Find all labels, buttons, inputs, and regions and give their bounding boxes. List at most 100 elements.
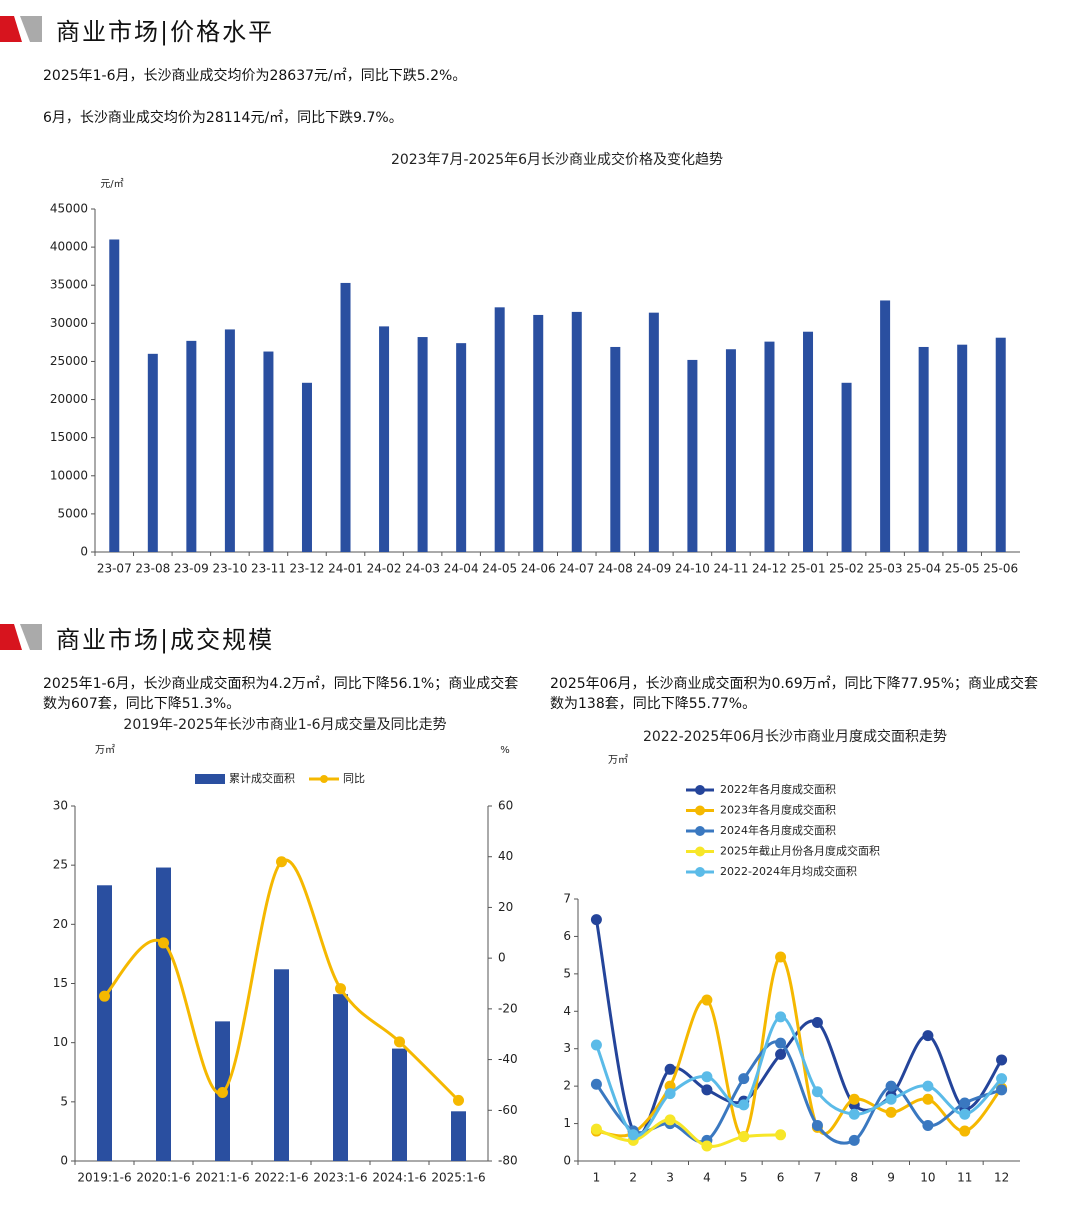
point xyxy=(959,1125,971,1137)
x-tick-label: 2023:1-6 xyxy=(313,1171,367,1185)
y-tick-label: 0 xyxy=(60,1154,68,1168)
bar xyxy=(451,1111,466,1161)
point xyxy=(664,1114,676,1126)
x-tick-label: 8 xyxy=(850,1171,858,1185)
bar xyxy=(648,312,659,552)
point xyxy=(664,1063,676,1075)
x-tick-label: 2020:1-6 xyxy=(136,1171,190,1185)
point xyxy=(775,951,787,963)
header-icon xyxy=(20,16,42,42)
paragraph: 2025年1-6月，长沙商业成交面积为4.2万㎡，同比下降56.1%；商业成交套… xyxy=(43,676,519,712)
axis-unit: % xyxy=(500,745,510,756)
point xyxy=(158,937,169,949)
legend-swatch xyxy=(695,846,705,857)
point xyxy=(885,1106,897,1118)
paragraph: 6月，长沙商业成交均价为28114元/㎡，同比下跌9.7%。 xyxy=(43,110,403,126)
y-tick-label: 20 xyxy=(53,917,68,931)
bar xyxy=(533,314,544,552)
x-tick-label: 23-07 xyxy=(97,562,132,576)
x-tick-label: 25-01 xyxy=(791,562,826,576)
legend-swatch xyxy=(695,805,705,816)
point xyxy=(453,1094,464,1106)
point xyxy=(922,1119,934,1131)
x-tick-label: 25-06 xyxy=(983,562,1018,576)
point xyxy=(811,1119,823,1131)
legend-label: 2022-2024年月均成交面积 xyxy=(720,864,857,878)
y-tick-label: 5 xyxy=(563,966,571,980)
y-tick-label: 5000 xyxy=(57,506,88,520)
bar xyxy=(841,382,852,552)
bar xyxy=(263,351,274,552)
x-tick-label: 3 xyxy=(666,1171,674,1185)
x-tick-label: 23-11 xyxy=(251,562,286,576)
legend-swatch xyxy=(695,867,705,877)
bar xyxy=(803,331,814,552)
y-tick-label: 45000 xyxy=(50,202,88,216)
x-tick-label: 24-04 xyxy=(444,562,479,576)
x-tick-label: 24-08 xyxy=(598,562,633,576)
x-tick-label: 1 xyxy=(593,1171,601,1185)
legend-swatch xyxy=(695,826,705,836)
point xyxy=(922,1093,934,1105)
point xyxy=(885,1093,897,1105)
x-tick-label: 24-03 xyxy=(405,562,440,576)
point xyxy=(217,1087,228,1099)
axis-unit: 万㎡ xyxy=(608,754,628,766)
y2-tick-label: -60 xyxy=(498,1103,518,1117)
y2-tick-label: 40 xyxy=(498,849,513,863)
header-icon xyxy=(0,16,22,42)
y-tick-label: 3 xyxy=(563,1041,571,1055)
point xyxy=(335,983,346,995)
bar xyxy=(274,969,289,1161)
point xyxy=(848,1134,860,1146)
x-tick-label: 9 xyxy=(887,1171,895,1185)
x-tick-label: 2 xyxy=(629,1171,637,1185)
point xyxy=(590,1123,602,1135)
y2-tick-label: 60 xyxy=(498,799,513,813)
header-icon xyxy=(20,624,42,650)
y-tick-label: 7 xyxy=(563,892,571,906)
point xyxy=(848,1093,860,1105)
axis-unit: 万㎡ xyxy=(95,744,115,756)
bar xyxy=(109,239,120,552)
point xyxy=(996,1084,1008,1096)
x-tick-label: 24-02 xyxy=(367,562,402,576)
paragraph: 2025年1-6月，长沙商业成交均价为28637元/㎡，同比下跌5.2%。 xyxy=(43,68,467,84)
chart-title: 2023年7月-2025年6月长沙商业成交价格及变化趋势 xyxy=(391,151,723,168)
y-tick-label: 10000 xyxy=(50,468,88,482)
y-tick-label: 2 xyxy=(563,1079,571,1093)
point xyxy=(701,1071,713,1083)
x-tick-label: 24-06 xyxy=(521,562,556,576)
x-tick-label: 5 xyxy=(740,1171,748,1185)
point xyxy=(738,1099,750,1111)
y-tick-label: 40000 xyxy=(50,240,88,254)
point xyxy=(99,990,110,1002)
y-tick-label: 10 xyxy=(53,1035,68,1049)
point xyxy=(701,994,713,1006)
point xyxy=(276,856,287,868)
point xyxy=(885,1080,897,1092)
bar xyxy=(494,307,505,552)
y-tick-label: 4 xyxy=(563,1004,571,1018)
bar xyxy=(918,346,929,552)
bar xyxy=(610,346,621,552)
y2-tick-label: 20 xyxy=(498,900,513,914)
bar xyxy=(224,329,235,552)
x-tick-label: 25-02 xyxy=(829,562,864,576)
y-tick-label: 5 xyxy=(60,1094,68,1108)
bar xyxy=(725,349,736,552)
point xyxy=(664,1088,676,1100)
bar xyxy=(186,340,197,552)
y2-tick-label: -80 xyxy=(498,1154,518,1168)
bar xyxy=(379,326,390,552)
chart-title: 2022-2025年06月长沙市商业月度成交面积走势 xyxy=(643,728,947,745)
x-tick-label: 23-12 xyxy=(290,562,325,576)
legend-swatch xyxy=(320,775,328,783)
x-tick-label: 24-01 xyxy=(328,562,363,576)
y-tick-label: 30 xyxy=(53,799,68,813)
x-tick-label: 2024:1-6 xyxy=(372,1171,426,1185)
x-tick-label: 11 xyxy=(957,1171,972,1185)
point xyxy=(701,1140,713,1152)
